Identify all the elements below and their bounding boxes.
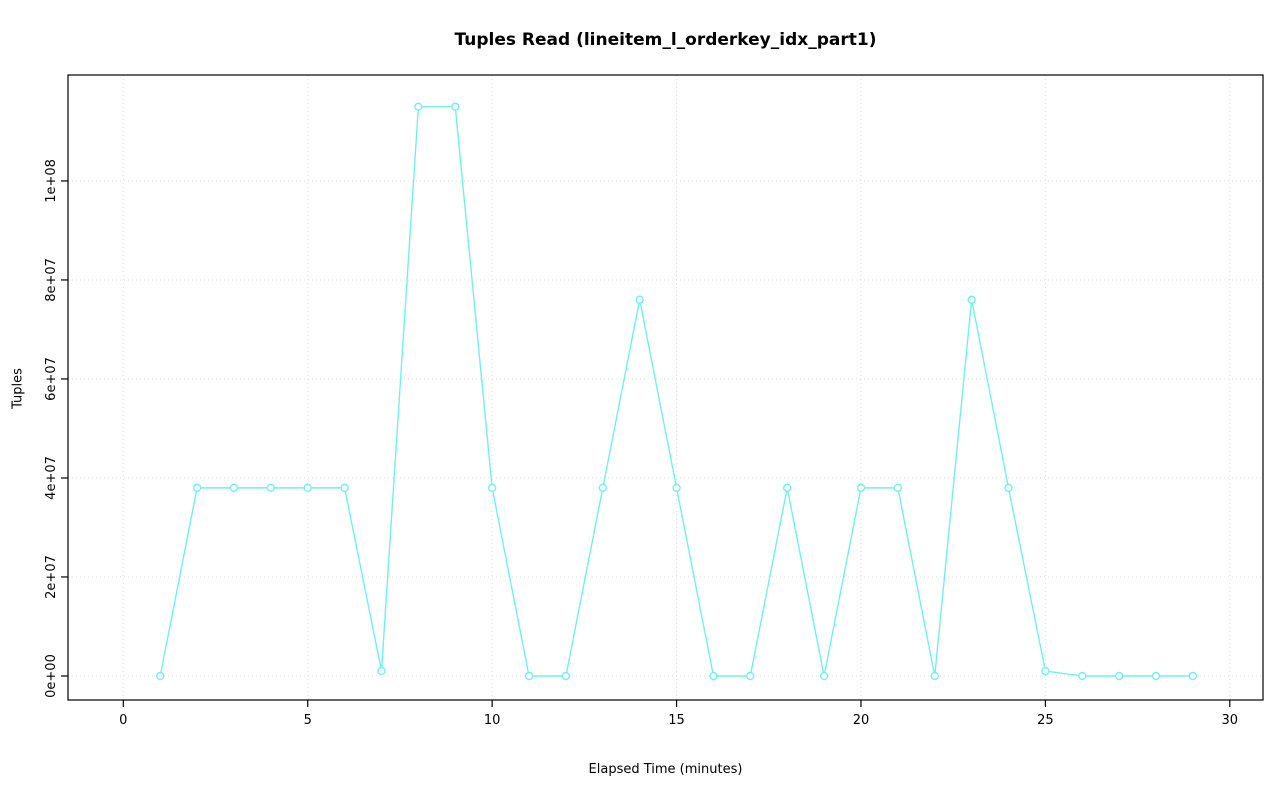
x-tick-label: 5 xyxy=(304,713,312,728)
y-tick-label: 4e+07 xyxy=(44,456,59,500)
series-point xyxy=(967,295,976,304)
series-line-segment xyxy=(675,487,715,677)
series-point xyxy=(156,671,165,681)
series-point xyxy=(598,483,607,493)
y-tick-label: 2e+07 xyxy=(44,555,59,599)
y-axis-label: Tuples xyxy=(10,368,26,409)
series-point xyxy=(1151,671,1161,681)
x-tick-label: 0 xyxy=(119,713,127,728)
series-point xyxy=(672,483,681,493)
series-point xyxy=(266,483,276,493)
x-tick-label: 10 xyxy=(484,713,501,728)
series-line-segment xyxy=(1007,487,1047,672)
y-tick-label: 1e+08 xyxy=(44,159,59,203)
series-point xyxy=(856,483,866,493)
series-point xyxy=(340,483,349,493)
series-point xyxy=(229,483,239,493)
series-point xyxy=(561,671,571,681)
series-line-segment xyxy=(786,487,825,677)
x-tick-label: 30 xyxy=(1222,713,1239,728)
series-point xyxy=(303,483,312,493)
series-line-segment xyxy=(897,487,936,677)
series-line-segment xyxy=(159,487,198,677)
series-line-segment xyxy=(638,299,678,489)
series-point xyxy=(487,483,497,493)
x-tick-label: 25 xyxy=(1037,713,1054,728)
series-line-segment xyxy=(602,299,641,489)
y-tick-label: 0e+00 xyxy=(44,654,59,698)
series-line-segment xyxy=(749,487,788,677)
x-axis-label: Elapsed Time (minutes) xyxy=(588,762,743,777)
series-point xyxy=(746,671,755,681)
series-point xyxy=(783,483,792,493)
series-point xyxy=(1041,666,1050,676)
series-point xyxy=(192,483,202,493)
chart-title: Tuples Read (lineitem_l_orderkey_idx_par… xyxy=(454,30,877,50)
series-line-segment xyxy=(565,487,604,677)
series-point xyxy=(451,102,460,111)
series-line-segment xyxy=(970,299,1010,489)
series-line-segment xyxy=(491,487,530,677)
y-tick-label: 8e+07 xyxy=(44,258,59,302)
plot-box xyxy=(67,74,1264,701)
series-line-segment xyxy=(934,299,973,677)
series-line-segment xyxy=(454,106,493,488)
x-tick-label: 20 xyxy=(853,713,870,728)
series-point xyxy=(819,671,829,681)
series-point xyxy=(414,102,423,111)
x-tick-label: 15 xyxy=(668,713,685,728)
series-point xyxy=(635,295,644,304)
series-point xyxy=(524,671,534,681)
series-line-segment xyxy=(1045,670,1083,677)
series-point xyxy=(1188,671,1198,681)
series-line-segment xyxy=(823,487,862,677)
y-tick-label: 6e+07 xyxy=(44,357,59,401)
series-point xyxy=(377,666,386,676)
series-point xyxy=(893,483,903,493)
series-point xyxy=(1078,671,1087,681)
series-point xyxy=(1004,483,1013,493)
series-point xyxy=(709,671,718,681)
series-point xyxy=(1114,671,1124,681)
series-line-segment xyxy=(380,106,420,672)
series-point xyxy=(930,671,939,681)
series-line-segment xyxy=(343,487,383,672)
